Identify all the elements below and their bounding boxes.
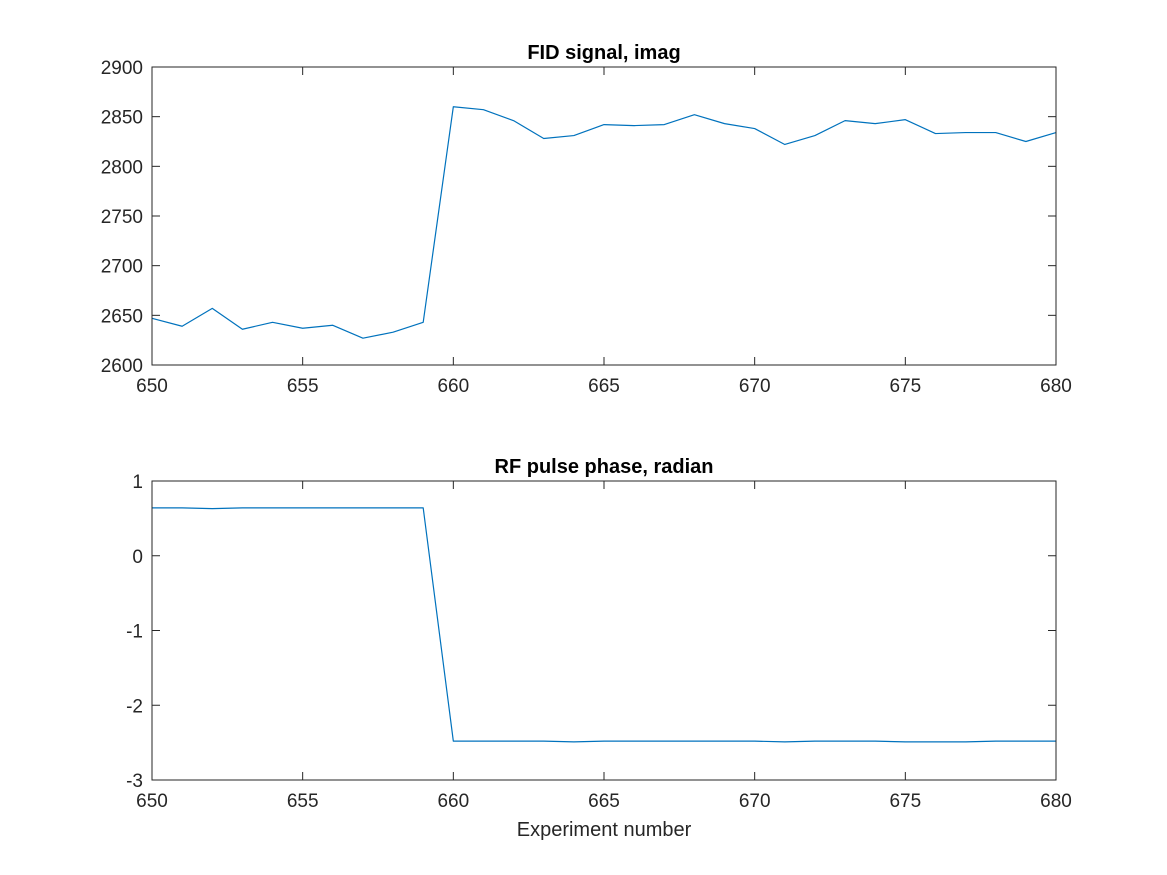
y-tick-label: -1	[126, 622, 143, 643]
y-tick-label: 2650	[101, 306, 143, 327]
x-tick-label: 655	[287, 376, 319, 397]
y-tick-label: -3	[126, 771, 143, 792]
plot-area	[152, 67, 1056, 365]
x-tick-label: 655	[287, 791, 319, 812]
chart-panel-1: 650 655 660 665 670 675 680 2600 2650 2700 2750 280…	[101, 42, 1072, 397]
x-tick-label: 680	[1040, 376, 1072, 397]
y-tick-label: 1	[132, 472, 143, 493]
y-tick-label: 0	[132, 547, 143, 568]
y-tick-label: 2600	[101, 356, 143, 377]
x-tick-label: 665	[588, 376, 620, 397]
y-tick-label: 2750	[101, 207, 143, 228]
x-tick-label: 670	[739, 376, 771, 397]
chart-title: FID signal, imag	[527, 42, 680, 64]
x-tick-label: 650	[136, 376, 168, 397]
x-tick-label: 670	[739, 791, 771, 812]
y-tick-label: 2700	[101, 257, 143, 278]
x-tick-label: 660	[437, 791, 469, 812]
x-tick-label: 675	[889, 791, 921, 812]
x-tick-label: 675	[889, 376, 921, 397]
x-axis-label: Experiment number	[517, 819, 692, 841]
y-tick-label: 2800	[101, 157, 143, 178]
data-line	[152, 507, 1056, 743]
y-tick-label: 2900	[101, 58, 143, 79]
x-tick-label: 650	[136, 791, 168, 812]
x-tick-label: 660	[437, 376, 469, 397]
chart-title: RF pulse phase, radian	[495, 456, 714, 478]
chart-panel-2: 650 655 660 665 670 675 680 -3 -2 -1 0 1 RF pulse ph…	[126, 456, 1072, 841]
x-tick-label: 665	[588, 791, 620, 812]
y-tick-label: 2850	[101, 108, 143, 129]
x-tick-label: 680	[1040, 791, 1072, 812]
data-line	[151, 106, 1057, 339]
plot-area	[152, 481, 1056, 780]
y-tick-label: -2	[126, 696, 143, 717]
